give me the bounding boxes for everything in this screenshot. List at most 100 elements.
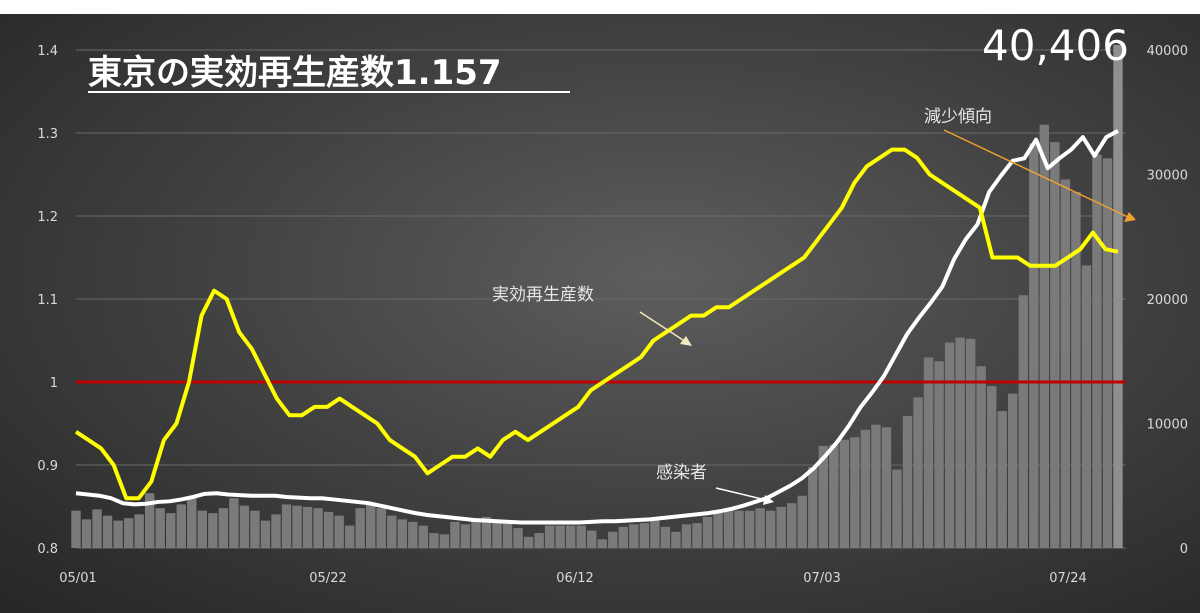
cases-bar — [818, 445, 828, 548]
cases-bar — [471, 520, 481, 548]
cases-bar — [366, 503, 376, 548]
peak-label: 40,406 — [982, 21, 1129, 70]
cases-bar — [1018, 295, 1028, 548]
cases-bar — [239, 505, 250, 548]
cases-bar — [323, 511, 334, 548]
top-band — [0, 0, 1200, 14]
cases-line — [75, 129, 1119, 525]
cases-bar — [513, 528, 523, 548]
cases-bar — [397, 519, 407, 548]
cases-bar — [387, 515, 397, 548]
y-left-tick-label: 0.8 — [37, 542, 58, 557]
cases-bar — [344, 525, 355, 548]
cases-bar — [829, 444, 839, 548]
cases-bar — [1029, 143, 1039, 548]
y-left-tick-label: 1.4 — [37, 44, 58, 59]
cases-bar — [460, 524, 471, 548]
cases-bar — [692, 523, 702, 548]
trend-arrowhead — [1124, 212, 1136, 222]
cases-bar — [155, 508, 165, 548]
cases-bar — [892, 469, 902, 548]
cases-bar — [250, 510, 260, 548]
cases-bar — [671, 531, 681, 548]
cases-bar — [208, 513, 218, 548]
cases-bar — [481, 516, 492, 548]
cases-bar — [408, 521, 418, 548]
annotation-cases: 感染者 — [656, 463, 707, 483]
y-right-tick-label: 20000 — [1147, 293, 1188, 308]
cases-bar — [355, 508, 365, 548]
y-left-tick-label: 1.1 — [37, 293, 58, 308]
x-tick-label: 05/22 — [309, 571, 346, 586]
cases-bar — [986, 386, 997, 548]
cases-bar — [102, 515, 113, 548]
y-left-tick-label: 0.9 — [37, 459, 58, 474]
y-right-tick-label: 40000 — [1147, 44, 1188, 59]
y-left-tick-label: 1 — [50, 376, 58, 391]
cases-bar — [439, 534, 450, 548]
annotation-rt: 実効再生産数 — [492, 285, 594, 305]
cases-bar — [166, 513, 176, 548]
cases-bar — [260, 520, 271, 548]
annotation-trend: 減少傾向 — [924, 107, 992, 127]
cases-bar — [123, 518, 134, 548]
cases-bar — [334, 515, 344, 548]
y-right-tick-label: 10000 — [1147, 418, 1188, 433]
cases-arrowhead — [763, 495, 774, 505]
cases-bar — [723, 508, 734, 548]
cases-bar — [744, 510, 755, 548]
cases-bar — [976, 366, 986, 548]
y-left-tick-label: 1.2 — [37, 210, 58, 225]
cases-bar — [734, 510, 744, 548]
cases-bar — [281, 504, 292, 548]
cases-bar — [955, 337, 965, 548]
cases-bar — [1081, 265, 1092, 548]
cases-bar — [997, 411, 1007, 548]
cases-bar — [860, 429, 871, 548]
cases-bar — [418, 525, 429, 548]
cases-bar — [376, 508, 386, 548]
cases-bar — [197, 510, 208, 548]
cases-bar — [923, 357, 934, 548]
cases-bar — [1008, 393, 1018, 548]
cases-bar — [765, 510, 776, 548]
x-tick-label: 05/01 — [59, 571, 96, 586]
cases-bar — [144, 493, 155, 548]
cases-bar — [229, 498, 239, 548]
cases-bar — [113, 520, 123, 548]
cases-bar — [713, 513, 723, 548]
cases-bar — [544, 525, 555, 548]
x-tick-label: 07/03 — [803, 571, 840, 586]
y-left-ticks: 0.8 0.9 1 1.1 1.2 1.3 1.4 — [37, 44, 58, 557]
rt-arrowhead — [680, 336, 692, 346]
cases-bar — [81, 519, 92, 548]
cases-bar — [92, 509, 102, 548]
cases-bar — [597, 539, 607, 548]
cases-bar — [271, 514, 281, 548]
cases-bar — [1039, 124, 1050, 548]
x-tick-label: 07/24 — [1049, 571, 1086, 586]
cases-bar — [534, 533, 544, 548]
cases-bar — [1060, 179, 1071, 549]
cases-bars — [71, 44, 1123, 549]
cases-bar — [702, 516, 713, 548]
cases-bar — [1050, 142, 1060, 548]
cases-bar — [1102, 158, 1113, 548]
x-tick-label: 06/12 — [556, 571, 593, 586]
cases-bar — [608, 531, 618, 548]
cases-bar — [871, 424, 881, 548]
cases-bar — [429, 533, 439, 548]
rt-arrow-line — [639, 311, 687, 343]
cases-bar — [944, 342, 955, 548]
cases-bar — [313, 508, 323, 548]
cases-bar — [797, 495, 807, 548]
cases-bar — [776, 506, 786, 548]
cases-bar — [629, 524, 639, 548]
cases-bar — [850, 437, 860, 548]
cases-bar — [787, 503, 797, 548]
cases-bar — [1113, 44, 1123, 548]
chart-title: 東京の実効再生産数1.157 — [88, 53, 502, 93]
cases-bar — [660, 526, 671, 548]
